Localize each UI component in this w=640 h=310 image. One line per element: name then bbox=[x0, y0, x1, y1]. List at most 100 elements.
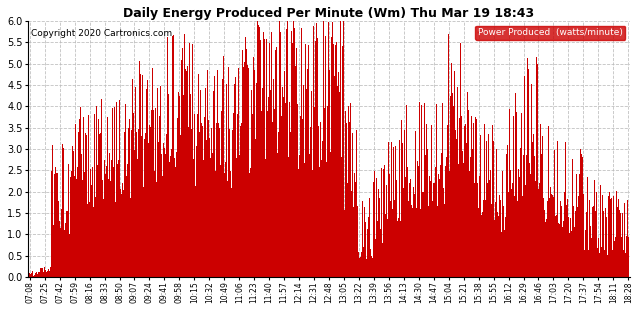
Bar bbox=[99, 134, 100, 277]
Bar bbox=[342, 21, 344, 277]
Bar bbox=[291, 31, 292, 277]
Bar bbox=[369, 197, 370, 277]
Bar bbox=[572, 159, 573, 277]
Bar bbox=[177, 118, 178, 277]
Bar bbox=[620, 213, 621, 277]
Bar bbox=[557, 141, 558, 277]
Bar bbox=[333, 44, 334, 277]
Bar bbox=[276, 153, 278, 277]
Bar bbox=[516, 112, 517, 277]
Bar bbox=[591, 237, 592, 277]
Bar bbox=[605, 208, 606, 277]
Bar bbox=[434, 183, 435, 277]
Bar bbox=[609, 192, 610, 277]
Bar bbox=[170, 156, 171, 277]
Bar bbox=[517, 201, 518, 277]
Bar bbox=[195, 186, 196, 277]
Bar bbox=[252, 114, 253, 277]
Bar bbox=[612, 250, 613, 277]
Bar bbox=[65, 223, 67, 277]
Bar bbox=[93, 121, 95, 277]
Bar bbox=[468, 142, 469, 277]
Bar bbox=[285, 103, 286, 277]
Bar bbox=[229, 129, 230, 277]
Bar bbox=[502, 171, 503, 277]
Bar bbox=[236, 157, 237, 277]
Bar bbox=[347, 183, 348, 277]
Bar bbox=[130, 198, 131, 277]
Bar bbox=[518, 177, 520, 277]
Bar bbox=[269, 32, 271, 277]
Bar bbox=[483, 200, 484, 277]
Bar bbox=[75, 124, 76, 277]
Bar bbox=[302, 119, 303, 277]
Bar bbox=[185, 69, 186, 277]
Bar bbox=[140, 74, 141, 277]
Bar bbox=[81, 154, 82, 277]
Bar bbox=[579, 174, 580, 277]
Bar bbox=[466, 143, 467, 277]
Bar bbox=[559, 224, 560, 277]
Bar bbox=[374, 171, 375, 277]
Bar bbox=[561, 206, 562, 277]
Bar bbox=[202, 126, 203, 277]
Bar bbox=[479, 176, 480, 277]
Bar bbox=[406, 105, 407, 277]
Bar bbox=[105, 174, 106, 277]
Bar bbox=[339, 92, 340, 277]
Bar bbox=[383, 169, 384, 277]
Bar bbox=[308, 45, 309, 277]
Bar bbox=[52, 145, 53, 277]
Bar bbox=[145, 133, 147, 277]
Bar bbox=[220, 165, 221, 277]
Bar bbox=[365, 252, 367, 277]
Bar bbox=[258, 25, 259, 277]
Bar bbox=[124, 132, 125, 277]
Bar bbox=[230, 171, 231, 277]
Bar bbox=[597, 248, 598, 277]
Bar bbox=[221, 112, 222, 277]
Bar bbox=[570, 218, 571, 277]
Bar bbox=[456, 139, 457, 277]
Bar bbox=[127, 164, 128, 277]
Bar bbox=[166, 56, 168, 277]
Bar bbox=[31, 273, 32, 277]
Bar bbox=[398, 218, 399, 277]
Bar bbox=[58, 202, 60, 277]
Bar bbox=[260, 111, 262, 277]
Bar bbox=[563, 221, 564, 277]
Bar bbox=[304, 163, 305, 277]
Bar bbox=[566, 205, 567, 277]
Bar bbox=[280, 33, 281, 277]
Bar bbox=[126, 176, 127, 277]
Bar bbox=[403, 188, 404, 277]
Bar bbox=[421, 105, 422, 277]
Bar bbox=[610, 199, 611, 277]
Bar bbox=[112, 108, 113, 277]
Bar bbox=[574, 227, 575, 277]
Bar bbox=[88, 115, 89, 277]
Bar bbox=[364, 207, 365, 277]
Bar bbox=[47, 271, 48, 277]
Bar bbox=[283, 96, 284, 277]
Bar bbox=[248, 69, 250, 277]
Bar bbox=[194, 113, 195, 277]
Bar bbox=[321, 151, 323, 277]
Bar bbox=[424, 103, 426, 277]
Bar bbox=[613, 196, 614, 277]
Bar bbox=[68, 164, 69, 277]
Bar bbox=[54, 174, 55, 277]
Bar bbox=[531, 84, 532, 277]
Bar bbox=[42, 272, 44, 277]
Bar bbox=[440, 165, 441, 277]
Bar bbox=[463, 163, 464, 277]
Bar bbox=[70, 170, 72, 277]
Bar bbox=[106, 166, 107, 277]
Bar bbox=[367, 229, 368, 277]
Bar bbox=[387, 219, 388, 277]
Bar bbox=[55, 167, 56, 277]
Bar bbox=[89, 202, 90, 277]
Bar bbox=[379, 198, 380, 277]
Bar bbox=[464, 126, 465, 277]
Bar bbox=[340, 21, 341, 277]
